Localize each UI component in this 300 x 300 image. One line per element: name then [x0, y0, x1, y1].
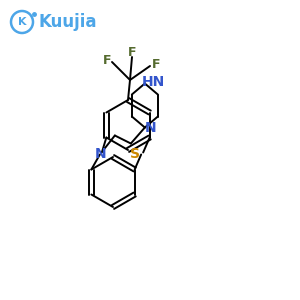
Text: F: F — [128, 46, 136, 59]
Text: Kuujia: Kuujia — [39, 13, 98, 31]
Text: F: F — [152, 58, 160, 70]
Text: F: F — [103, 53, 111, 67]
Text: K: K — [18, 17, 26, 27]
Text: HN: HN — [142, 76, 166, 89]
Text: N: N — [145, 122, 157, 136]
Text: S: S — [130, 146, 140, 161]
Text: N: N — [95, 148, 107, 161]
